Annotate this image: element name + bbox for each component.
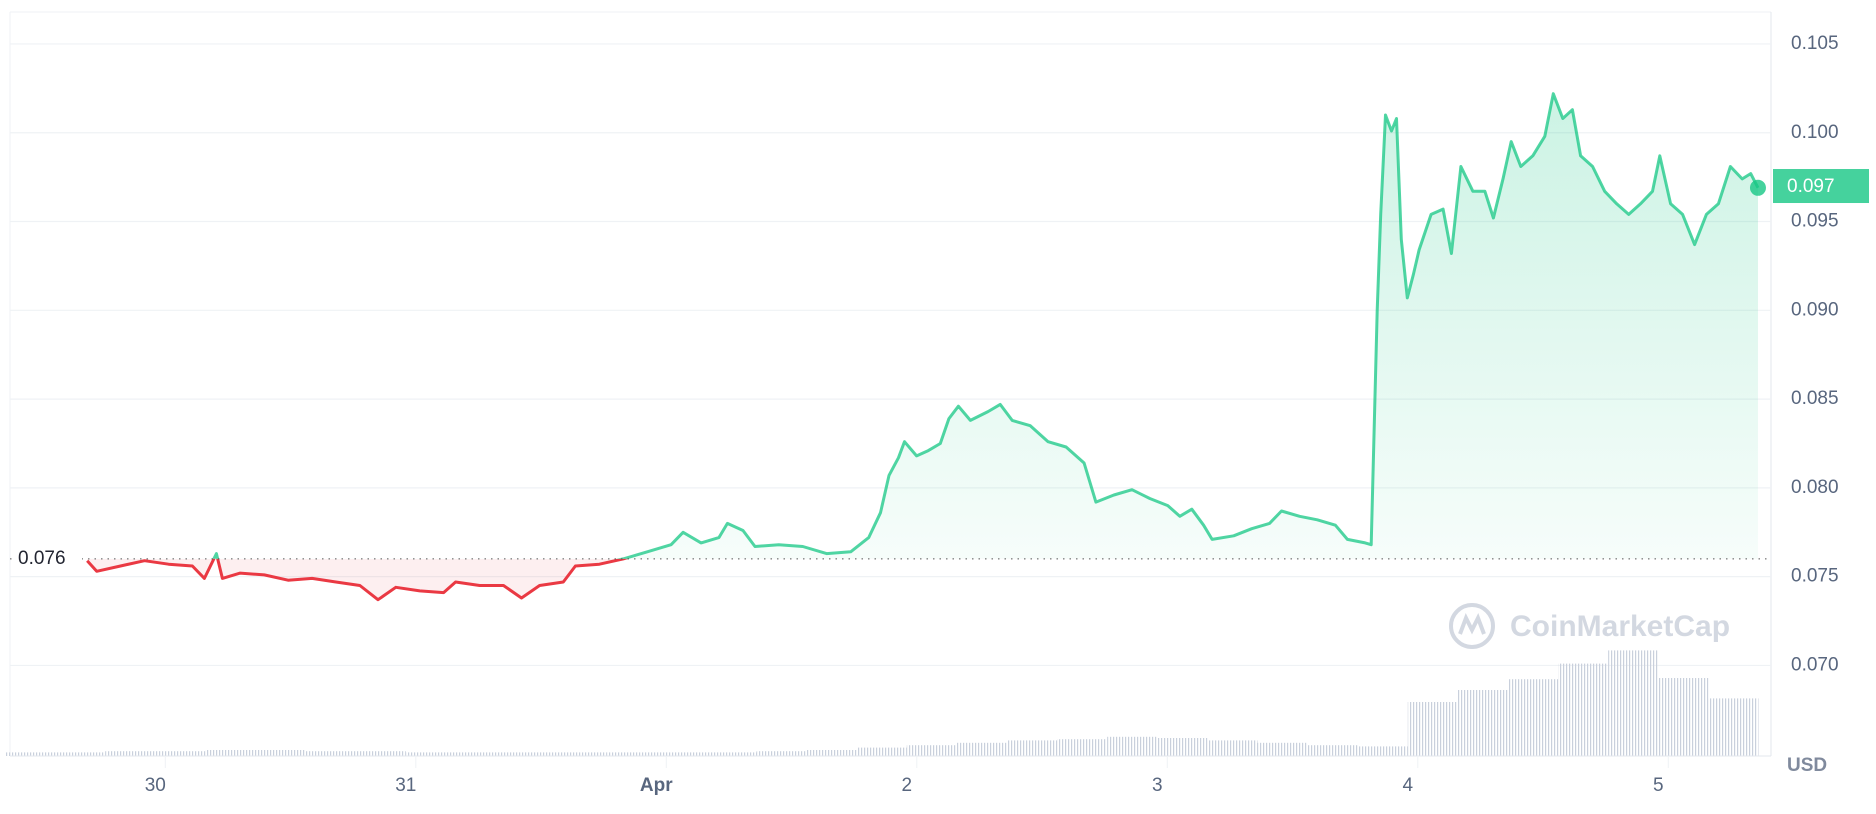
y-tick-label: 0.100 xyxy=(1791,122,1839,143)
volume-bar xyxy=(756,751,807,756)
y-tick-label: 0.070 xyxy=(1791,654,1839,675)
y-tick-label: 0.105 xyxy=(1791,33,1839,54)
volume-bar xyxy=(255,750,306,756)
volume-bar xyxy=(55,752,106,756)
price-line-down xyxy=(86,558,629,602)
volume-bar xyxy=(606,752,657,756)
volume-bar xyxy=(1057,739,1108,756)
watermark-logo-mark xyxy=(1458,613,1486,635)
volume-bar xyxy=(706,752,757,756)
watermark: CoinMarketCap xyxy=(1449,603,1730,649)
watermark-text: CoinMarketCap xyxy=(1510,610,1730,643)
volume-bar xyxy=(1608,650,1659,756)
price-tag xyxy=(1773,169,1869,204)
y-tick-label: 0.075 xyxy=(1791,566,1839,587)
volume-bar xyxy=(1157,738,1208,756)
volume-bar xyxy=(105,751,156,756)
volume-bar xyxy=(656,752,707,756)
x-tick-label: Apr xyxy=(640,775,673,796)
volume-bar xyxy=(556,752,607,756)
volume-bar xyxy=(1658,678,1709,756)
volume-bar xyxy=(1558,663,1609,756)
volume-bar xyxy=(956,742,1007,756)
x-tick-label: 30 xyxy=(145,775,166,796)
volume-bar xyxy=(1006,740,1058,756)
y-tick-label: 0.090 xyxy=(1791,299,1839,320)
volume-bar xyxy=(1107,736,1158,756)
volume-bar xyxy=(806,750,857,756)
x-tick-label: 4 xyxy=(1402,775,1413,796)
reference-label: 0.076 xyxy=(18,548,66,569)
volume-bar xyxy=(1357,746,1408,756)
watermark-logo xyxy=(1449,603,1495,649)
volume-bar xyxy=(1507,679,1559,756)
reference-label-bg xyxy=(12,544,82,573)
volume-bar xyxy=(906,745,957,756)
volume-bar xyxy=(1708,698,1759,756)
volume-bar xyxy=(1257,742,1308,756)
volume-bar xyxy=(1307,745,1358,756)
x-tick-label: 31 xyxy=(395,775,416,796)
x-tick-label: 5 xyxy=(1653,775,1664,796)
currency-label: USD xyxy=(1787,755,1827,776)
volume-bar xyxy=(155,751,206,756)
price-tag-label: 0.097 xyxy=(1787,176,1835,197)
volume-bar xyxy=(355,751,406,756)
y-tick-label: 0.095 xyxy=(1791,211,1839,232)
x-tick-label: 2 xyxy=(901,775,912,796)
volume-bar xyxy=(4,752,56,756)
price-area-up xyxy=(87,93,1758,559)
y-tick-label: 0.080 xyxy=(1791,477,1839,498)
volume-bar xyxy=(455,752,506,756)
price-line-up xyxy=(212,92,1760,559)
y-tick-label: 0.085 xyxy=(1791,388,1839,409)
volume-bar xyxy=(1407,702,1458,756)
volume-bar xyxy=(405,752,456,756)
volume-bar xyxy=(205,750,256,756)
volume-bar xyxy=(1457,690,1508,756)
volume-bar xyxy=(505,752,557,756)
volume-bar xyxy=(1207,740,1258,756)
volume-bar xyxy=(305,751,356,756)
x-tick-label: 3 xyxy=(1152,775,1163,796)
last-point xyxy=(1749,179,1766,196)
volume-bar xyxy=(856,747,907,756)
